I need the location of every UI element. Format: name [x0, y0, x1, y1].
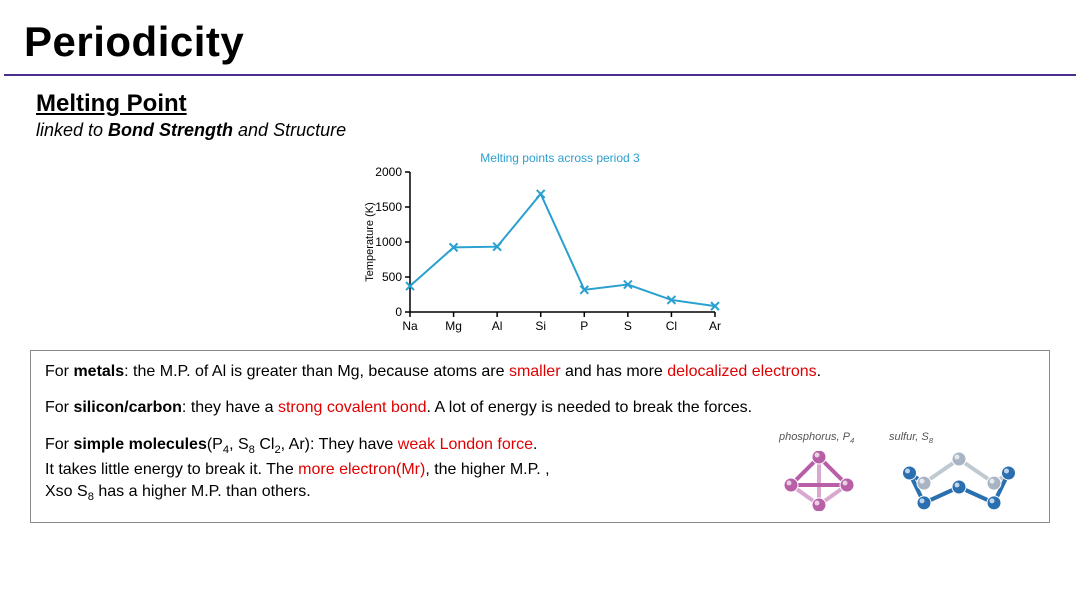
- svg-text:S: S: [624, 319, 632, 333]
- t: sulfur, S: [889, 431, 929, 443]
- chart-svg: 0 500 1000 1500 2000 Na Mg Al Si P S Cl Ar Temperatur…: [355, 167, 725, 337]
- explanation-box: For metals: the M.P. of Al is greater th…: [30, 350, 1050, 523]
- svg-text:Na: Na: [402, 319, 418, 333]
- t: phosphorus, P: [779, 431, 850, 443]
- t: .: [817, 363, 821, 380]
- chart-title: Melting points across period 3: [355, 151, 725, 165]
- svg-text:Ar: Ar: [709, 319, 721, 333]
- para-metals: For metals: the M.P. of Al is greater th…: [45, 361, 1035, 383]
- t-bold: metals: [73, 363, 124, 380]
- title-rule: [4, 74, 1076, 76]
- section-heading: Melting Point: [0, 90, 1080, 118]
- t: For: [45, 399, 73, 416]
- t: Cl: [255, 436, 275, 453]
- molecule-diagrams: phosphorus, P4 sulfur, S8: [779, 430, 1029, 518]
- p4-molecule: phosphorus, P4: [779, 430, 859, 518]
- sub: 4: [850, 436, 854, 445]
- t-red: more electron(Mr): [298, 461, 425, 478]
- section-subtitle: linked to Bond Strength and Structure: [0, 120, 1080, 141]
- t-red: strong covalent bond: [278, 399, 427, 416]
- subtitle-bold: Bond Strength: [108, 120, 233, 140]
- t: For: [45, 436, 73, 453]
- page-title: Periodicity: [0, 0, 1080, 74]
- svg-text:Si: Si: [535, 319, 546, 333]
- svg-text:2000: 2000: [375, 167, 402, 179]
- svg-text:500: 500: [382, 270, 402, 284]
- sub: 8: [929, 436, 933, 445]
- t: .: [533, 436, 537, 453]
- t-bold: silicon/carbon: [73, 399, 181, 416]
- t: has a higher M.P. than others.: [94, 483, 311, 500]
- s8-molecule: sulfur, S8: [889, 430, 1029, 518]
- p4-icon: [779, 451, 859, 511]
- svg-text:Mg: Mg: [445, 319, 462, 333]
- svg-text:1500: 1500: [375, 200, 402, 214]
- svg-text:Al: Al: [492, 319, 503, 333]
- t: and has more: [561, 363, 668, 380]
- p4-caption: phosphorus, P4: [779, 430, 859, 447]
- t: For: [45, 363, 73, 380]
- para-silicon: For silicon/carbon: they have a strong c…: [45, 397, 1035, 419]
- svg-text:Cl: Cl: [666, 319, 677, 333]
- svg-text:1000: 1000: [375, 235, 402, 249]
- t-bold: simple molecules: [73, 436, 206, 453]
- t: : they have a: [182, 399, 278, 416]
- t-red: smaller: [509, 363, 561, 380]
- t: , Ar): They have: [281, 436, 398, 453]
- t-red: weak London force: [398, 436, 533, 453]
- s8-icon: [889, 451, 1029, 511]
- subtitle-prefix: linked to: [36, 120, 108, 140]
- melting-point-chart: Melting points across period 3 0 500 1000 1…: [355, 151, 725, 342]
- subtitle-suffix: and Structure: [233, 120, 346, 140]
- svg-text:0: 0: [395, 305, 402, 319]
- t: . A lot of energy is needed to break the…: [427, 399, 753, 416]
- t-red: delocalized electrons: [667, 363, 816, 380]
- s8-caption: sulfur, S8: [889, 430, 1029, 447]
- t: , the higher M.P. ,: [425, 461, 549, 478]
- svg-text:Temperature (K): Temperature (K): [364, 202, 376, 281]
- t: Xso S: [45, 483, 88, 500]
- t: , S: [229, 436, 249, 453]
- t: : the M.P. of Al is greater than Mg, bec…: [124, 363, 509, 380]
- t: It takes little energy to break it. The: [45, 461, 298, 478]
- t: (P: [207, 436, 223, 453]
- svg-text:P: P: [580, 319, 588, 333]
